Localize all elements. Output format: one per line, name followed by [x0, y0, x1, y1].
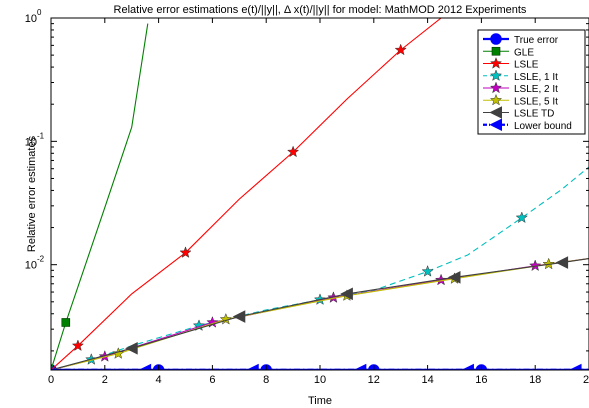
legend-entry: LSLE, 2 It: [483, 81, 558, 95]
legend-entry: LSLE, 5 It: [483, 93, 558, 107]
series-point: [71, 339, 85, 352]
x-tick-label: 0: [48, 374, 54, 386]
series-point: [529, 259, 542, 272]
series-line: [51, 258, 589, 370]
legend-label: True error: [514, 35, 559, 46]
x-axis-label: Time: [308, 395, 332, 407]
legend-label: Lower bound: [514, 121, 572, 132]
series-point: [138, 363, 152, 370]
series-point: [515, 211, 528, 224]
series-line: [51, 258, 589, 370]
legend-label: LSLE TD: [514, 109, 554, 120]
series-point: [447, 271, 461, 284]
y-tick-exponent: 0: [37, 8, 42, 17]
legend-swatch-marker: [489, 69, 503, 81]
legend-label: LSLE, 5 It: [514, 96, 558, 107]
legend-entry: Lower bound: [483, 118, 572, 132]
legend-entry: True error: [483, 33, 559, 46]
legend-label: GLE: [514, 47, 534, 58]
series-line: [51, 258, 589, 370]
legend-swatch-marker: [489, 106, 502, 119]
series-line: [51, 23, 149, 370]
legend-swatch-marker: [489, 56, 503, 69]
x-tick-label: 16: [475, 374, 487, 386]
series-point: [232, 310, 246, 323]
legend-swatch-marker: [489, 118, 502, 132]
series-point: [353, 363, 367, 370]
chart-title: Relative error estimations e(t)/||y||, Δ…: [114, 4, 527, 16]
series-point: [461, 363, 474, 370]
series-point: [340, 287, 353, 301]
legend-entry: GLE: [483, 46, 534, 58]
series-point: [61, 318, 71, 327]
x-tick-label: 2: [583, 374, 589, 386]
series-3: [51, 166, 589, 370]
series-point: [179, 246, 192, 258]
series-5: [51, 257, 589, 370]
y-tick-exponent: -2: [37, 255, 45, 264]
series-point: [421, 264, 434, 277]
series-point: [568, 363, 582, 370]
y-tick-label: 10: [25, 136, 37, 148]
series-point: [394, 43, 407, 56]
y-tick-exponent: -1: [37, 131, 45, 140]
y-tick-label: 10: [25, 260, 37, 272]
series-6: [51, 256, 589, 370]
legend-swatch-marker: [489, 93, 503, 106]
series-7: [51, 363, 589, 370]
legend-entry: LSLE TD: [483, 106, 554, 120]
y-tick-label: 10: [25, 13, 37, 25]
x-tick-label: 10: [314, 374, 326, 386]
x-tick-label: 14: [421, 374, 433, 386]
series-line: [51, 18, 442, 370]
legend-label: LSLE, 1 It: [514, 72, 558, 83]
x-tick-label: 4: [156, 374, 162, 386]
legend-entry: LSLE, 1 It: [483, 69, 558, 83]
series-line: [51, 166, 589, 370]
series-4: [51, 258, 589, 370]
series-point: [125, 341, 138, 355]
legend-label: LSLE: [514, 60, 539, 71]
series-point: [112, 347, 125, 359]
legend-swatch-marker: [490, 33, 502, 45]
x-tick-label: 12: [368, 374, 380, 386]
legend-entry: LSLE: [483, 56, 539, 71]
series-layer: [51, 18, 589, 370]
series-point: [555, 256, 569, 269]
x-tick-label: 18: [529, 374, 541, 386]
x-tick-label: 2: [102, 374, 108, 386]
series-2: [51, 18, 442, 370]
series-point: [542, 257, 555, 270]
series-1: [51, 23, 149, 370]
series-point: [286, 145, 300, 158]
series-point: [246, 363, 259, 370]
x-tick-label: 8: [263, 374, 269, 386]
x-tick-label: 6: [209, 374, 215, 386]
series-point: [219, 312, 233, 325]
legend-label: LSLE, 2 It: [514, 84, 558, 95]
legend-swatch-marker: [489, 81, 503, 94]
legend-swatch-marker: [491, 46, 501, 56]
y-axis-label: Relative error estimates: [26, 135, 38, 252]
